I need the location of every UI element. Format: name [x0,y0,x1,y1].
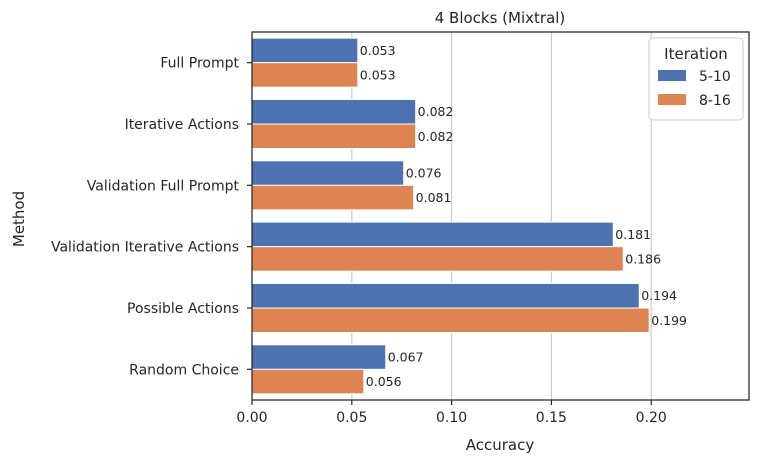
data-labels: 0.053 0.053 0.082 0.082 0.076 0.081 0.181 0.186… [360,43,687,389]
y-tick-label: Random Choice [129,362,239,378]
bar [251,344,387,370]
bar [251,62,359,88]
y-tick-label: Validation Full Prompt [87,178,240,194]
bars [251,37,650,395]
y-tick-label: Validation Iterative Actions [51,240,239,256]
bar [251,184,415,211]
bar [251,246,624,272]
legend-swatch-5-10 [658,70,686,81]
bar [251,282,640,309]
x-axis: 0.00 0.05 0.10 0.15 0.20 [236,400,667,426]
data-label: 0.194 [641,288,677,303]
y-tick-label: Possible Actions [127,301,239,317]
data-label: 0.199 [651,313,687,328]
y-axis: Full Prompt Iterative Actions Validation F… [51,56,252,378]
grid-lines [351,32,652,400]
x-axis-title: Accuracy [466,436,535,454]
data-label: 0.076 [406,166,442,181]
legend-label-5-10: 5-10 [699,69,731,85]
bar [251,123,417,150]
plot-frame [251,31,750,401]
data-label: 0.067 [388,350,424,365]
bar [251,160,405,186]
bar [251,37,359,64]
data-label: 0.081 [416,190,452,205]
x-tick-label: 0.05 [336,410,367,426]
y-axis-title: Method [10,191,28,247]
bar [251,307,650,334]
x-tick-label: 0.10 [436,410,467,426]
legend: Iteration 5-10 8-16 [648,37,744,121]
data-label: 0.082 [418,129,454,144]
data-label: 0.186 [625,251,661,266]
legend-title: Iteration [664,45,728,63]
legend-swatch-8-16 [658,94,686,105]
bar [251,98,417,125]
x-tick-label: 0.20 [636,410,667,426]
x-tick-label: 0.15 [536,410,567,426]
data-label: 0.056 [366,374,402,389]
legend-label-8-16: 8-16 [699,93,731,109]
y-tick-label: Iterative Actions [125,117,239,133]
data-label: 0.082 [418,104,454,119]
bar [251,368,365,395]
x-tick-label: 0.00 [236,410,267,426]
data-label: 0.053 [360,43,396,58]
data-label: 0.181 [615,227,651,242]
bar [251,221,614,248]
chart-title: 4 Blocks (Mixtral) [435,9,566,27]
data-label: 0.053 [360,67,396,82]
y-tick-label: Full Prompt [160,56,239,72]
